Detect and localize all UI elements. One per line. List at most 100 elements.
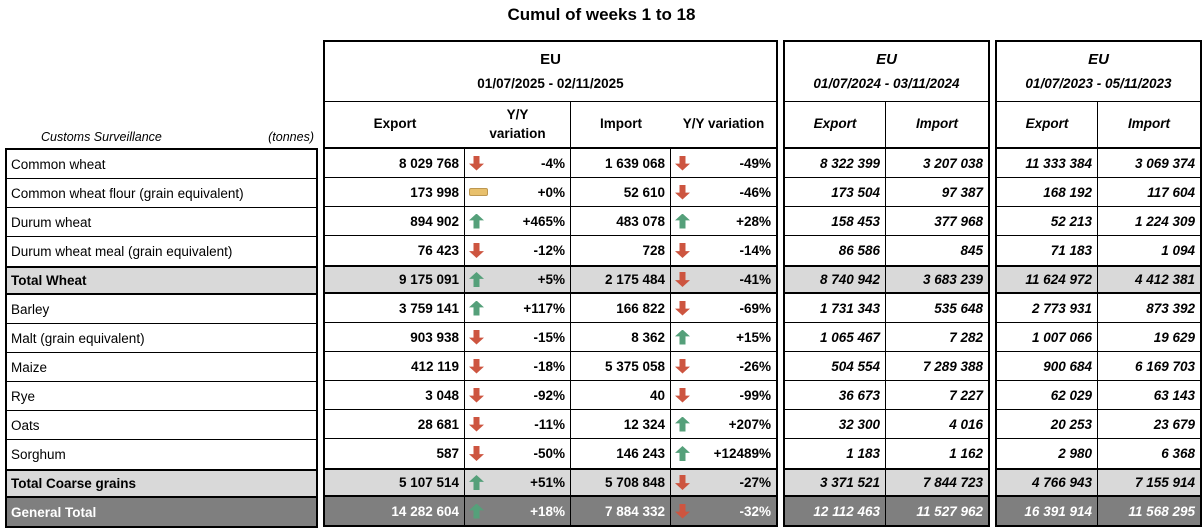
yy-variation-value: +28%: [736, 213, 771, 229]
table-row-grand-total: 14 282 604 +18% 7 884 332 -32%: [325, 497, 776, 525]
import-value: 7 155 914: [1134, 475, 1195, 490]
table-row-total: 11 624 972 4 412 381: [997, 265, 1200, 294]
down-arrow-icon: [675, 243, 690, 258]
up-arrow-icon: [675, 446, 690, 461]
table-row: 32 300 4 016: [785, 410, 988, 439]
yy-variation-value: -27%: [739, 475, 771, 490]
yy-variation-cell: -27%: [671, 470, 776, 495]
yy-variation-cell: +0%: [465, 178, 571, 206]
yy-variation-value: -4%: [540, 155, 565, 171]
import-value: 117 604: [1147, 184, 1195, 200]
group-region: EU: [540, 50, 561, 68]
export-value: 894 902: [325, 207, 465, 235]
export-value: 32 300: [785, 410, 886, 438]
column-header-export: Export: [997, 102, 1098, 147]
up-arrow-icon: [469, 300, 484, 316]
table-row: 3 759 141 +117% 166 822 -69%: [325, 294, 776, 323]
table-row: 173 504 97 387: [785, 178, 988, 207]
export-value: 504 554: [785, 352, 886, 380]
yy-variation-value: +12489%: [713, 446, 771, 461]
row-label: Sorghum: [7, 440, 316, 469]
import-value: 1 224 309: [1134, 213, 1195, 229]
table-row: 903 938 -15% 8 362 +15%: [325, 323, 776, 352]
up-arrow-icon: [469, 503, 484, 519]
export-value: 903 938: [325, 323, 465, 351]
import-value: 1 639 068: [571, 149, 671, 177]
import-value: 728: [571, 236, 671, 265]
import-value: 146 243: [571, 439, 671, 468]
export-value: 173 998: [325, 178, 465, 206]
yy-variation-cell: -15%: [465, 323, 571, 351]
table-row-total: 9 175 091 +5% 2 175 484 -41%: [325, 265, 776, 294]
yy-variation-cell: +117%: [465, 294, 571, 322]
yy-variation-cell: -69%: [671, 294, 776, 322]
export-value: 1 007 066: [997, 323, 1098, 351]
up-arrow-icon: [469, 213, 484, 229]
yy-variation-cell: -32%: [671, 497, 776, 525]
import-value: 7 289 388: [922, 358, 983, 374]
row-label: Rye: [7, 382, 316, 411]
table-row-total: 4 766 943 7 155 914: [997, 468, 1200, 497]
table-row: 11 333 384 3 069 374: [997, 149, 1200, 178]
down-arrow-icon: [469, 387, 484, 403]
yy-variation-value: -50%: [533, 446, 565, 461]
table-row: 1 007 066 19 629: [997, 323, 1200, 352]
down-arrow-icon: [675, 300, 690, 316]
yy-variation-cell: -99%: [671, 381, 776, 409]
export-value: 12 112 463: [785, 497, 886, 525]
table-row: 1 065 467 7 282: [785, 323, 988, 352]
yy-variation-cell: -18%: [465, 352, 571, 380]
down-arrow-icon: [675, 272, 690, 287]
import-value: 4 016: [949, 416, 983, 432]
table-row: 86 586 845: [785, 236, 988, 265]
down-arrow-icon: [675, 155, 690, 171]
group-period: 01/07/2023 - 05/11/2023: [997, 76, 1200, 102]
flat-dash-icon: [469, 188, 488, 196]
yy-variation-cell: +5%: [465, 267, 571, 292]
down-arrow-icon: [675, 475, 690, 490]
down-arrow-icon: [675, 503, 690, 519]
export-value: 28 681: [325, 410, 465, 438]
row-label: Malt (grain equivalent): [7, 324, 316, 353]
import-value: 5 375 058: [571, 352, 671, 380]
group-column-headers: Export Import: [785, 102, 988, 149]
yy-variation-cell: -46%: [671, 178, 776, 206]
yy-variation-value: -32%: [739, 503, 771, 519]
yy-variation-value: -26%: [739, 358, 771, 374]
down-arrow-icon: [675, 358, 690, 374]
yy-variation-value: -49%: [739, 155, 771, 171]
row-label-total: Total Wheat: [7, 266, 316, 295]
import-value: 845: [960, 243, 983, 258]
yy-variation-cell: +207%: [671, 410, 776, 438]
import-value: 8 362: [571, 323, 671, 351]
export-value: 1 731 343: [785, 294, 886, 322]
row-label: Durum wheat meal (grain equivalent): [7, 237, 316, 266]
export-value: 2 980: [997, 439, 1098, 468]
export-value: 3 371 521: [785, 470, 886, 495]
export-value: 2 773 931: [997, 294, 1098, 322]
export-value: 173 504: [785, 178, 886, 206]
yy-variation-cell: +465%: [465, 207, 571, 235]
import-value: 3 069 374: [1134, 155, 1195, 171]
export-value: 4 766 943: [997, 470, 1098, 495]
yy-variation-cell: +12489%: [671, 439, 776, 468]
group-period: 01/07/2024 - 03/11/2024: [785, 76, 988, 102]
yy-variation-value: +117%: [523, 300, 565, 316]
group-eu-2023: EU 01/07/2023 - 05/11/2023 Export Import…: [995, 40, 1202, 527]
column-header-yy-variation: Y/Y variation: [682, 116, 765, 132]
export-value: 412 119: [325, 352, 465, 380]
down-arrow-icon: [469, 416, 484, 432]
export-value: 71 183: [997, 236, 1098, 265]
table-row-total: 8 740 942 3 683 239: [785, 265, 988, 294]
import-value: 4 412 381: [1134, 272, 1195, 287]
export-value: 587: [325, 439, 465, 468]
yy-variation-value: +51%: [530, 475, 565, 490]
table-row-grand-total: 16 391 914 11 568 295: [997, 497, 1200, 525]
yy-variation-cell: -4%: [465, 149, 571, 177]
table-row: 168 192 117 604: [997, 178, 1200, 207]
import-value: 12 324: [571, 410, 671, 438]
group-eu-2025: EU 01/07/2025 - 02/11/2025 Export Y/Y va…: [323, 40, 778, 527]
export-value: 1 183: [785, 439, 886, 468]
down-arrow-icon: [675, 387, 690, 403]
yy-variation-value: -14%: [739, 243, 771, 258]
